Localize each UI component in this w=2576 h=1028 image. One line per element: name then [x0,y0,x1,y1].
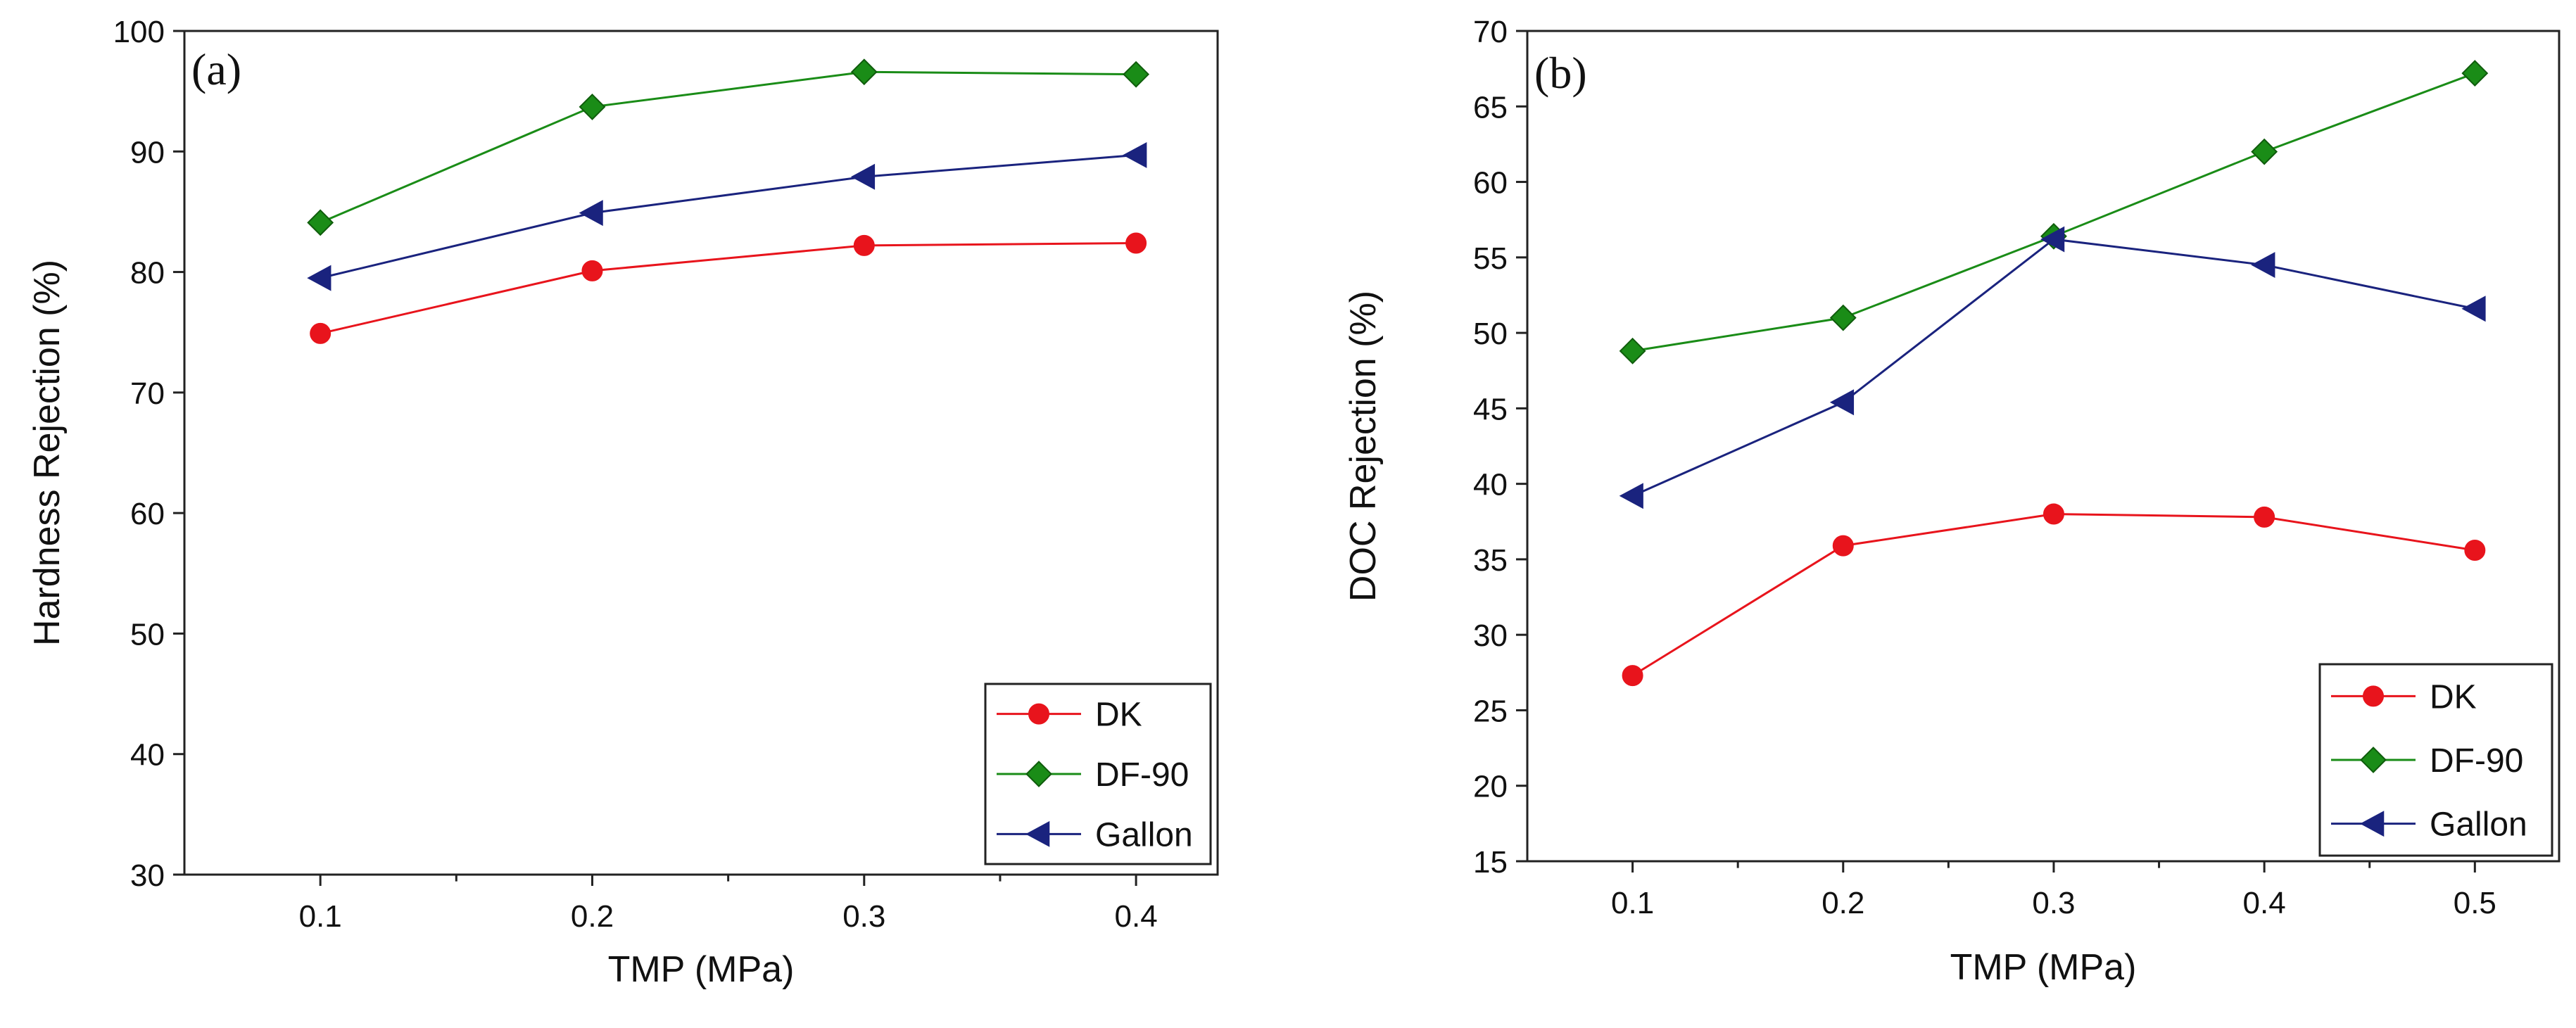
legend-marker-dk [2363,685,2384,707]
y-tick-label: 35 [1473,543,1508,578]
x-tick-label: 0.2 [1821,886,1864,920]
legend-label: Gallon [1095,816,1193,854]
y-tick-label: 30 [1473,618,1508,653]
x-tick-label: 0.3 [842,899,885,934]
y-tick-label: 40 [1473,468,1508,502]
y-tick-label: 15 [1473,845,1508,880]
data-point-df-90 [579,93,606,120]
data-point-gallon [850,163,876,190]
y-tick-label: 60 [130,497,165,531]
data-point-dk [1125,232,1147,254]
data-point-dk [1832,535,1854,557]
y-tick-label: 40 [130,738,165,773]
panel-a: 30 40 50 60 70 80 90 100 0.1 0.2 0.3 0.4 TMP (MPa) Ha… [27,15,1219,990]
legend-marker-df-90 [1025,761,1052,787]
data-point-df-90 [307,209,334,236]
y-axis-label: Hardness Rejection (%) [27,260,68,646]
legend-label: DK [2430,678,2477,716]
data-point-gallon [1829,389,1855,416]
data-point-gallon [579,200,603,227]
data-point-gallon [1123,141,1147,168]
y-tick-label: 50 [1473,317,1508,351]
x-tick-label: 0.4 [2243,886,2286,920]
y-tick-label: 30 [130,858,165,893]
data-point-gallon [2251,252,2275,279]
x-tick-label: 0.1 [299,899,342,934]
y-tick-label: 25 [1473,694,1508,728]
legend-marker-dk [1028,703,1049,725]
series-line-df-90 [320,70,1137,224]
y-tick-label: 70 [1473,15,1508,49]
x-tick-label: 0.4 [1115,899,1158,934]
data-point-gallon [2040,226,2065,253]
data-point-df-90 [1829,304,1857,331]
x-tick-label: 0.2 [571,899,614,934]
y-tick-label: 60 [1473,166,1508,201]
legend-label: DF-90 [1095,756,1189,794]
plot-frame [1526,30,2561,863]
x-axis-label: TMP (MPa) [1950,947,2137,988]
panel-b: 15 20 25 30 35 40 45 50 55 60 65 70 0.1 0.2 0.3 0.4 0.5 T… [1343,15,2561,988]
data-point-dk [1622,665,1643,687]
data-point-dk [310,322,332,344]
y-tick-label: 90 [130,135,165,170]
y-tick-label: 65 [1473,90,1508,125]
series-line-dk [320,241,1137,335]
legend-marker-gallon [1025,820,1050,847]
y-tick-label: 50 [130,617,165,652]
panel-label: (a) [191,44,241,94]
panel-label: (b) [1534,48,1587,98]
data-point-dk [581,260,603,281]
data-point-df-90 [850,58,878,86]
x-tick-label: 0.3 [2032,886,2075,920]
data-point-df-90 [2251,138,2278,165]
legend-label: DK [1095,697,1142,734]
legend-label: DF-90 [2430,742,2523,780]
y-tick-label: 20 [1473,770,1508,804]
data-point-dk [2464,540,2486,561]
legend: DK DF-90 Gallon [984,683,1212,865]
legend: DK DF-90 Gallon [2318,663,2553,857]
legend-label: Gallon [2430,806,2527,844]
data-point-dk [853,234,875,256]
legend-marker-df-90 [2360,747,2387,773]
y-axis-label: DOC Rejection (%) [1343,291,1384,602]
data-point-gallon [2461,296,2486,322]
y-tick-label: 100 [113,15,165,49]
legend-marker-gallon [2360,811,2385,837]
y-tick-label: 70 [130,376,165,411]
data-point-df-90 [1619,337,1646,364]
y-tick-label: 45 [1473,392,1508,426]
y-tick-label: 80 [130,256,165,291]
x-tick-label: 0.1 [1611,886,1654,920]
y-tick-label: 55 [1473,241,1508,276]
data-point-df-90 [2461,60,2489,87]
data-point-gallon [307,265,332,291]
plot-frame [183,30,1219,876]
data-point-gallon [1619,483,1643,509]
data-point-dk [2254,506,2275,528]
data-point-dk [2043,503,2064,525]
data-point-df-90 [1123,61,1150,88]
x-tick-label: 0.5 [2454,886,2496,920]
x-axis-label: TMP (MPa) [608,949,795,990]
series-line-gallon [320,153,1137,279]
